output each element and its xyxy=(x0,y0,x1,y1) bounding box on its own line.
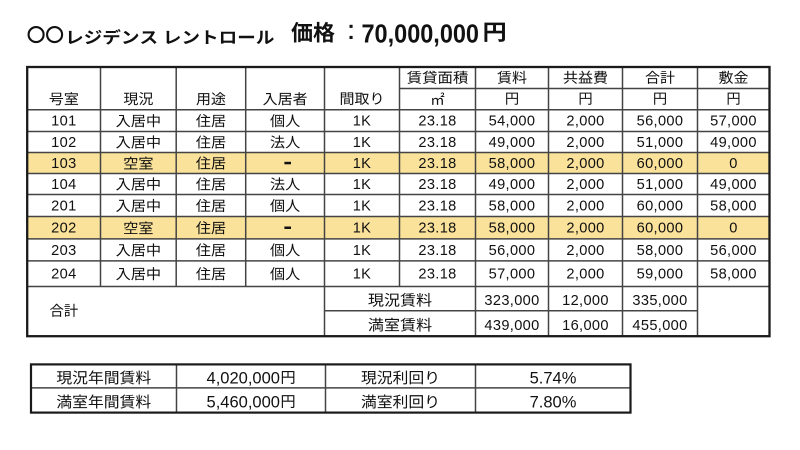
svg-text:1K: 1K xyxy=(353,156,372,172)
svg-text:51,000: 51,000 xyxy=(637,135,684,151)
svg-text:101: 101 xyxy=(51,114,76,130)
svg-text:60,000: 60,000 xyxy=(637,156,684,172)
svg-text:58,000: 58,000 xyxy=(710,267,757,283)
svg-text:1K: 1K xyxy=(353,243,372,259)
svg-text:58,000: 58,000 xyxy=(489,199,536,215)
svg-text:204: 204 xyxy=(51,267,76,283)
svg-text:2,000: 2,000 xyxy=(566,156,604,172)
svg-text:70,000,000: 70,000,000 xyxy=(362,18,480,48)
svg-text:57,000: 57,000 xyxy=(710,114,757,130)
svg-text:49,000: 49,000 xyxy=(489,135,536,151)
svg-text:0: 0 xyxy=(729,156,737,172)
svg-text:56,000: 56,000 xyxy=(710,243,757,259)
svg-text:59,000: 59,000 xyxy=(637,267,684,283)
svg-text:7.80%: 7.80% xyxy=(530,393,577,411)
svg-text:455,000: 455,000 xyxy=(632,318,687,334)
svg-text:2,000: 2,000 xyxy=(566,243,604,259)
svg-text:104: 104 xyxy=(51,177,76,193)
svg-text:1K: 1K xyxy=(353,267,372,283)
svg-text:203: 203 xyxy=(51,243,76,259)
svg-text:1K: 1K xyxy=(353,221,372,237)
svg-text:323,000: 323,000 xyxy=(484,293,539,309)
svg-text:23.18: 23.18 xyxy=(418,267,456,283)
svg-text:23.18: 23.18 xyxy=(418,156,456,172)
svg-text:5.74%: 5.74% xyxy=(530,369,577,387)
svg-text:56,000: 56,000 xyxy=(489,243,536,259)
svg-text:439,000: 439,000 xyxy=(484,318,539,334)
svg-text:49,000: 49,000 xyxy=(710,135,757,151)
svg-text:2,000: 2,000 xyxy=(566,199,604,215)
svg-text:51,000: 51,000 xyxy=(637,177,684,193)
svg-text:1K: 1K xyxy=(353,114,372,130)
svg-text:1K: 1K xyxy=(353,177,372,193)
svg-text:1K: 1K xyxy=(353,135,372,151)
svg-text:23.18: 23.18 xyxy=(418,177,456,193)
svg-text:60,000: 60,000 xyxy=(637,221,684,237)
svg-text:1K: 1K xyxy=(353,199,372,215)
svg-text:58,000: 58,000 xyxy=(710,199,757,215)
svg-text:2,000: 2,000 xyxy=(566,221,604,237)
svg-text:23.18: 23.18 xyxy=(418,243,456,259)
svg-text:58,000: 58,000 xyxy=(489,156,536,172)
svg-text:60,000: 60,000 xyxy=(637,199,684,215)
svg-text:2,000: 2,000 xyxy=(566,135,604,151)
svg-text:56,000: 56,000 xyxy=(637,114,684,130)
svg-text:54,000: 54,000 xyxy=(489,114,536,130)
svg-text:57,000: 57,000 xyxy=(489,267,536,283)
svg-text:2,000: 2,000 xyxy=(566,114,604,130)
svg-text:23.18: 23.18 xyxy=(418,114,456,130)
svg-text:23.18: 23.18 xyxy=(418,135,456,151)
svg-text:49,000: 49,000 xyxy=(710,177,757,193)
svg-text:0: 0 xyxy=(729,221,737,237)
svg-text:16,000: 16,000 xyxy=(562,318,609,334)
svg-text:2,000: 2,000 xyxy=(566,267,604,283)
svg-text:58,000: 58,000 xyxy=(489,221,536,237)
svg-text:102: 102 xyxy=(51,135,76,151)
svg-text:23.18: 23.18 xyxy=(418,199,456,215)
svg-text:5,460,000: 5,460,000 xyxy=(207,393,280,411)
svg-text:58,000: 58,000 xyxy=(637,243,684,259)
svg-text:12,000: 12,000 xyxy=(562,293,609,309)
svg-text:201: 201 xyxy=(51,199,76,215)
svg-text:335,000: 335,000 xyxy=(632,293,687,309)
svg-text:103: 103 xyxy=(51,156,76,172)
svg-text:23.18: 23.18 xyxy=(418,221,456,237)
svg-text:2,000: 2,000 xyxy=(566,177,604,193)
svg-text:49,000: 49,000 xyxy=(489,177,536,193)
svg-text:202: 202 xyxy=(51,221,76,237)
svg-text:4,020,000: 4,020,000 xyxy=(207,369,280,387)
